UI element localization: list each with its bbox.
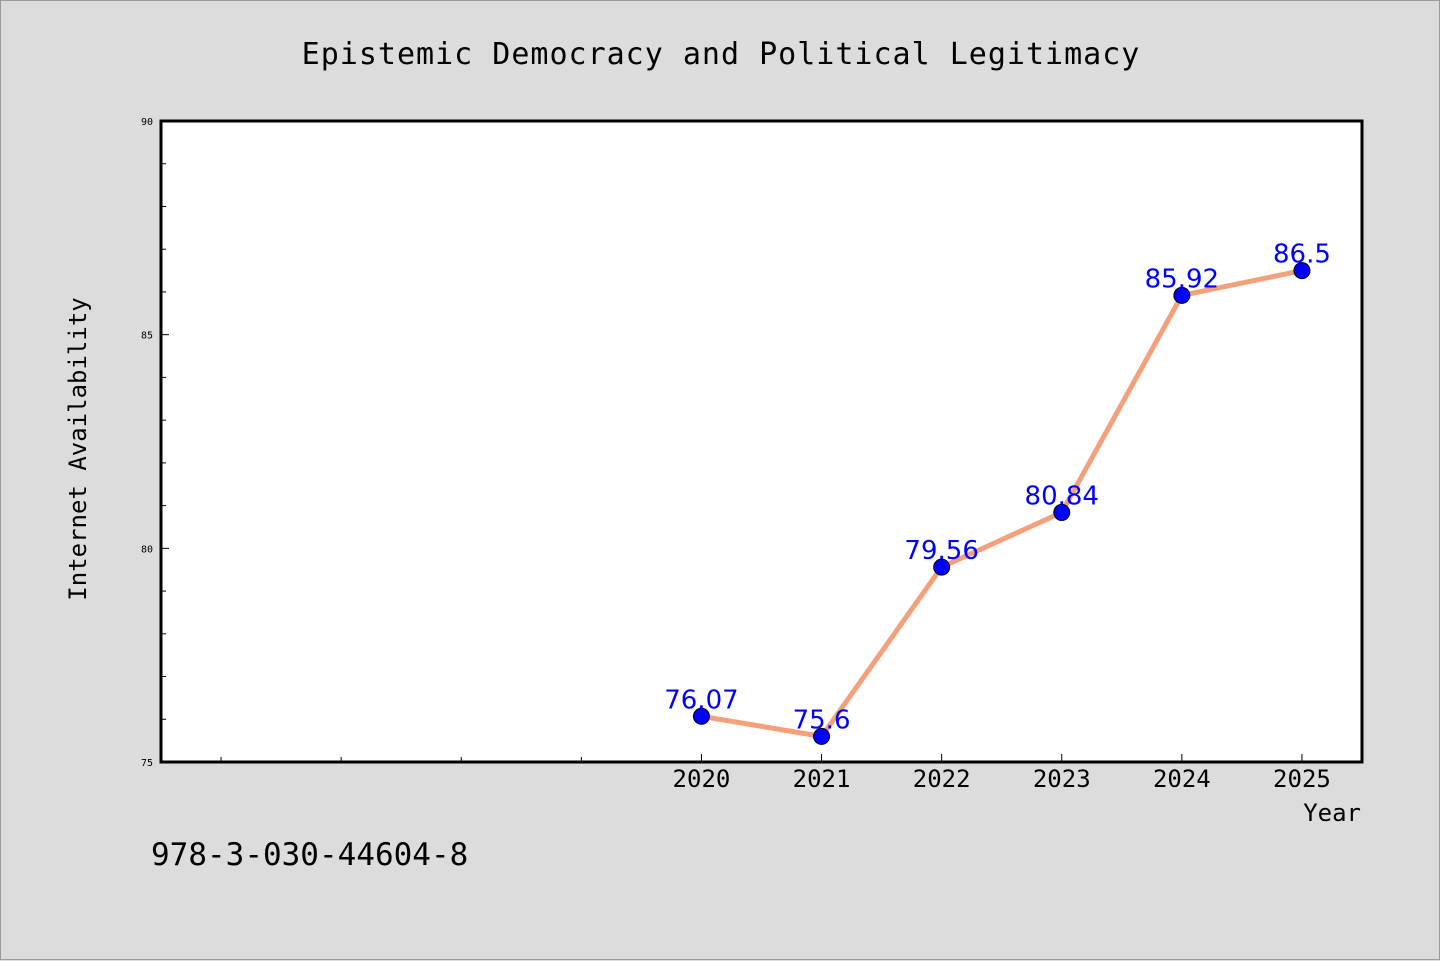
data-label: 79.56: [904, 536, 978, 566]
series-line: [699, 268, 1305, 739]
x-tick-label: 2024: [1153, 765, 1211, 793]
x-axis-label: Year: [1303, 799, 1361, 827]
data-point: [692, 707, 710, 725]
data-label: 80.84: [1025, 481, 1099, 511]
data-point: [813, 727, 831, 745]
series-layer: [692, 262, 1311, 745]
data-label: 85.92: [1145, 264, 1219, 294]
data-point: [1293, 262, 1311, 280]
x-tick-label: 2021: [793, 765, 851, 793]
data-label: 86.5: [1273, 240, 1331, 270]
data-label: 75.6: [793, 705, 851, 735]
chart-title: Epistemic Democracy and Political Legiti…: [302, 37, 1141, 72]
x-tick-label: 2022: [913, 765, 971, 793]
data-point: [1053, 503, 1071, 521]
y-axis-label: Internet Availability: [64, 297, 92, 600]
data-point: [1173, 286, 1191, 304]
data-label: 76.07: [664, 685, 738, 715]
y-tick-label: 75: [141, 758, 153, 769]
x-tick-label: 2023: [1033, 765, 1091, 793]
plot-area: [159, 119, 1364, 764]
y-tick-label: 90: [141, 117, 153, 128]
y-axis-ticks: 75 80 85 90: [141, 117, 169, 769]
y-tick-label: 80: [141, 544, 153, 555]
y-tick-label: 85: [141, 331, 153, 342]
isbn-text: 978-3-030-44604-8: [151, 837, 468, 873]
x-axis-ticks: 2020 2021 2022 2023 2024 2025: [220, 754, 1331, 793]
x-tick-label: 2025: [1273, 765, 1331, 793]
data-point: [933, 558, 951, 576]
x-tick-label: 2020: [673, 765, 731, 793]
data-label-layer: 76.07 75.6 79.56 80.84 85.92 86.5: [664, 240, 1331, 736]
